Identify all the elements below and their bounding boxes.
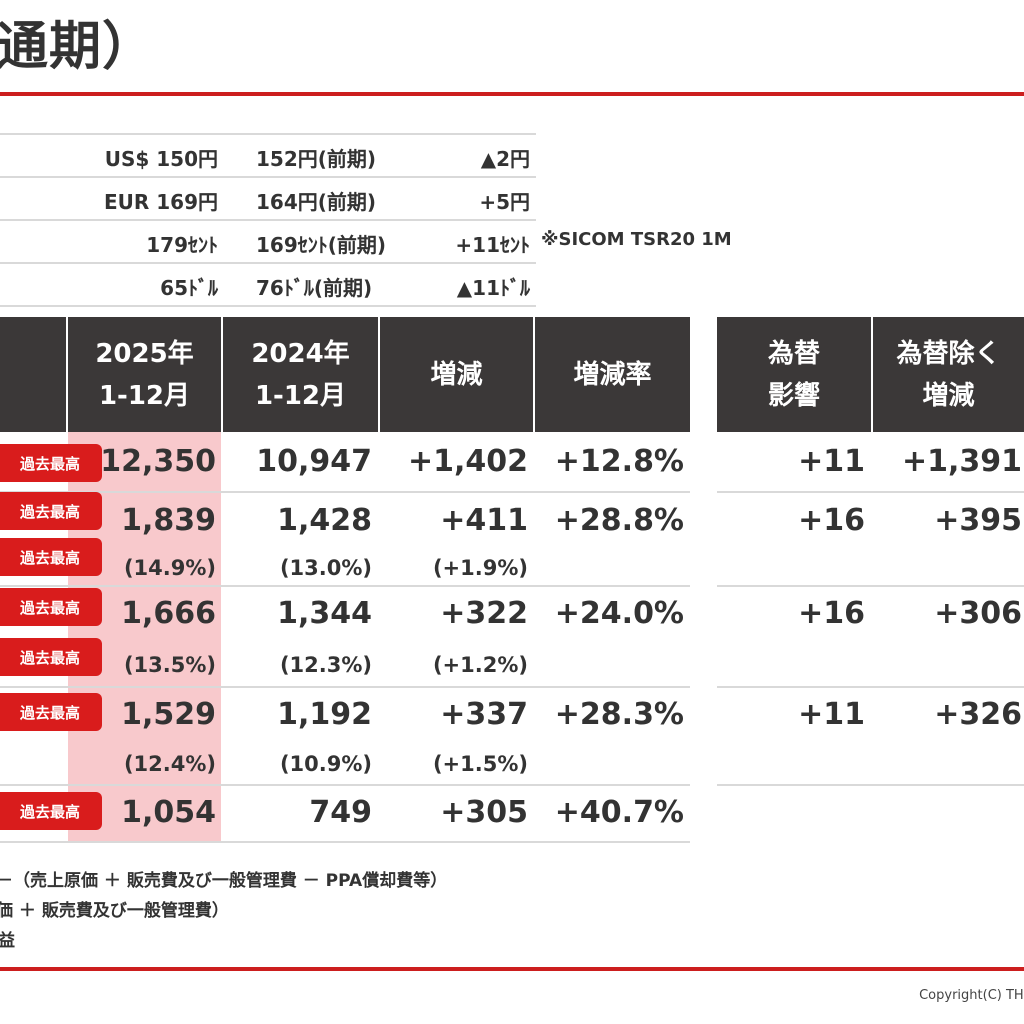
rate-row-oil: 65ﾄﾞﾙ 76ﾄﾞﾙ(前期) ▲11ﾄﾞﾙ: [0, 262, 536, 307]
rate-current: EUR 169円: [103, 190, 218, 214]
value-2025: 1,666: [121, 596, 216, 631]
header-fx-effect: 為替 影響: [717, 317, 871, 432]
value-fx-effect: +11: [798, 697, 865, 732]
value-fx-effect: +16: [798, 596, 865, 631]
header-separator: [871, 317, 873, 432]
value-ex-fx-change: +326: [934, 697, 1022, 732]
value-change-rate: +28.3%: [554, 697, 684, 732]
margin-2025: (14.9%): [123, 556, 216, 580]
rate-current: 179ｾﾝﾄ: [146, 233, 218, 257]
rate-change: +11ｾﾝﾄ: [455, 233, 530, 257]
value-2025: 1,529: [121, 697, 216, 732]
margin-change: (+1.2%): [432, 653, 528, 677]
header-separator: [533, 317, 535, 432]
record-high-badge: 過去最高: [0, 444, 102, 482]
row-divider: [717, 491, 1024, 493]
value-change-rate: +24.0%: [554, 596, 684, 631]
rate-current: 65ﾄﾞﾙ: [160, 276, 218, 300]
margin-change: (+1.5%): [432, 752, 528, 776]
record-high-badge: 過去最高: [0, 588, 102, 626]
value-2025: 1,839: [121, 503, 216, 538]
value-change: +305: [440, 795, 528, 830]
value-2024: 1,428: [277, 503, 372, 538]
value-fx-effect: +11: [798, 444, 865, 479]
value-change-rate: +12.8%: [554, 444, 684, 479]
value-fx-effect: +16: [798, 503, 865, 538]
margin-2024: (13.0%): [279, 556, 372, 580]
footnote-2: 価 ＋ 販売費及び一般管理費）: [0, 901, 229, 921]
rate-change: +5円: [479, 190, 530, 214]
value-2024: 10,947: [256, 444, 372, 479]
row-divider: [717, 686, 1024, 688]
header-2024: 2024年 1-12月: [223, 317, 378, 432]
value-change: +322: [440, 596, 528, 631]
margin-change: (+1.9%): [432, 556, 528, 580]
value-ex-fx-change: +306: [934, 596, 1022, 631]
value-change-rate: +40.7%: [554, 795, 684, 830]
row-divider: [0, 686, 690, 688]
rate-previous: 76ﾄﾞﾙ(前期): [256, 276, 373, 300]
row-divider: [0, 784, 690, 786]
rate-row-usd: US$ 150円 152円(前期) ▲2円: [0, 133, 536, 176]
rate-note: ※SICOM TSR20 1M: [541, 229, 732, 250]
value-ex-fx-change: +1,391: [901, 444, 1022, 479]
record-high-badge: 過去最高: [0, 638, 102, 676]
header-separator: [221, 317, 223, 432]
value-2025: 1,054: [121, 795, 216, 830]
row-divider: [0, 841, 690, 843]
value-2024: 749: [309, 795, 372, 830]
bottom-divider: [0, 967, 1024, 971]
rate-change: ▲2円: [480, 147, 530, 171]
margin-2025: (12.4%): [123, 752, 216, 776]
row-divider: [0, 491, 690, 493]
header-separator: [378, 317, 380, 432]
record-high-badge: 過去最高: [0, 693, 102, 731]
row-divider: [0, 585, 690, 587]
value-change-rate: +28.8%: [554, 503, 684, 538]
record-high-badge: 過去最高: [0, 492, 102, 530]
rate-previous: 169ｾﾝﾄ(前期): [256, 233, 387, 257]
value-2024: 1,192: [277, 697, 372, 732]
header-separator: [66, 317, 68, 432]
page-title: 通期）: [0, 17, 156, 77]
value-ex-fx-change: +395: [934, 503, 1022, 538]
rates-table: US$ 150円 152円(前期) ▲2円 EUR 169円 164円(前期) …: [0, 133, 732, 307]
top-divider: [0, 92, 1024, 96]
rate-change: ▲11ﾄﾞﾙ: [456, 276, 530, 300]
footnote-1: －（売上原価 ＋ 販売費及び一般管理費 － PPA償却費等）: [0, 871, 448, 891]
value-change: +337: [440, 697, 528, 732]
row-divider: [717, 585, 1024, 587]
header-change: 増減: [380, 317, 533, 432]
rate-previous: 164円(前期): [256, 190, 377, 214]
rate-previous: 152円(前期): [256, 147, 377, 171]
margin-2024: (12.3%): [279, 653, 372, 677]
margin-2025: (13.5%): [123, 653, 216, 677]
header-ex-fx-change: 為替除く 増減: [873, 317, 1024, 432]
copyright: Copyright(C) THE Y: [919, 988, 1024, 1003]
value-2025: 12,350: [100, 444, 216, 479]
margin-2024: (10.9%): [279, 752, 372, 776]
rate-row-eur: EUR 169円 164円(前期) +5円: [0, 176, 536, 219]
rate-row-rubber: 179ｾﾝﾄ 169ｾﾝﾄ(前期) +11ｾﾝﾄ ※SICOM TSR20 1M: [0, 219, 732, 262]
row-divider: [717, 784, 1024, 786]
record-high-badge: 過去最高: [0, 792, 102, 830]
value-2024: 1,344: [277, 596, 372, 631]
rate-current: US$ 150円: [104, 147, 218, 171]
value-change: +1,402: [407, 444, 528, 479]
header-change-rate: 増減率: [535, 317, 690, 432]
record-high-badge: 過去最高: [0, 538, 102, 576]
footnote-3: 益: [0, 931, 15, 951]
value-change: +411: [440, 503, 528, 538]
header-2025: 2025年 1-12月: [68, 317, 221, 432]
